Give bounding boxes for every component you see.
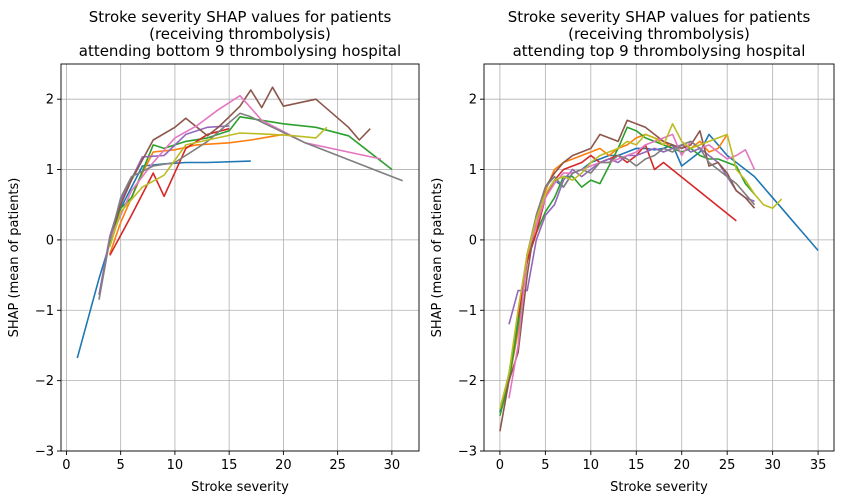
x-tick-label: 20 (275, 458, 292, 473)
x-tick-label: 25 (719, 458, 736, 473)
x-tick-label: 15 (221, 458, 238, 473)
series-line-6 (499, 119, 756, 432)
x-tick-label: 0 (496, 458, 504, 473)
y-tick-label: −3 (458, 445, 477, 460)
y-tick-label: 2 (469, 93, 477, 108)
x-tick-label: 5 (541, 458, 549, 473)
series-line-8 (98, 112, 403, 300)
y-tick-label: 0 (469, 233, 477, 248)
chart-panel-1: 0 5 10 15 20 25 30 −3 −2 −1 0 1 2 Stroke severity SHAP… (7, 8, 420, 495)
series-line-4 (517, 144, 737, 318)
series-line-6 (109, 86, 371, 241)
x-tick-label: 15 (628, 458, 645, 473)
x-tick-label: 10 (583, 458, 600, 473)
y-tick-label: 1 (46, 163, 54, 178)
series-line-7 (109, 94, 382, 241)
series-line-8 (526, 140, 756, 255)
x-tick-label: 35 (810, 458, 827, 473)
chart-title-line-2: (receiving thrombolysis) (568, 25, 750, 43)
series-line-2 (109, 133, 284, 255)
y-axis-label: SHAP (mean of patients) (430, 178, 445, 338)
series-line-1 (499, 133, 819, 413)
y-tick-label: −1 (458, 304, 477, 319)
chart-panel-2: 0 5 10 15 20 25 30 35 −3 −2 −1 0 1 2 Stroke severity SH… (430, 8, 835, 495)
series-line-3 (499, 126, 756, 417)
x-tick-label: 30 (764, 458, 781, 473)
x-tick-label: 20 (673, 458, 690, 473)
series-line-2 (499, 133, 728, 410)
x-tick-label: 5 (117, 458, 125, 473)
y-tick-label: −2 (35, 374, 54, 389)
x-tick-label: 25 (329, 458, 346, 473)
x-axis-label: Stroke severity (610, 480, 708, 495)
series-line-9 (499, 123, 783, 410)
y-tick-label: −3 (35, 445, 54, 460)
series-line-3 (109, 116, 393, 244)
chart-title-line-3: attending top 9 thrombolysing hospital (513, 42, 806, 60)
chart-title-line-3: attending bottom 9 thrombolysing hospita… (79, 42, 401, 60)
series-line-5 (508, 144, 755, 325)
chart-title-line-1: Stroke severity SHAP values for patients (89, 8, 392, 26)
series-line-1 (76, 160, 251, 359)
y-tick-label: −1 (35, 304, 54, 319)
y-tick-label: 1 (469, 163, 477, 178)
x-tick-label: 30 (384, 458, 401, 473)
x-tick-label: 10 (167, 458, 184, 473)
chart-title-line-2: (receiving thrombolysis) (149, 25, 331, 43)
x-axis-label: Stroke severity (191, 480, 289, 495)
series-line-9 (109, 126, 328, 248)
chart-title-line-1: Stroke severity SHAP values for patients (508, 8, 811, 26)
series-line-7 (508, 133, 756, 399)
axes-frame (483, 63, 835, 452)
y-tick-label: 2 (46, 93, 54, 108)
series-line-4 (109, 127, 230, 256)
y-tick-label: −2 (458, 374, 477, 389)
axes-frame (60, 63, 420, 452)
y-tick-label: 0 (46, 233, 54, 248)
y-axis-label: SHAP (mean of patients) (7, 178, 22, 338)
x-tick-label: 0 (62, 458, 70, 473)
